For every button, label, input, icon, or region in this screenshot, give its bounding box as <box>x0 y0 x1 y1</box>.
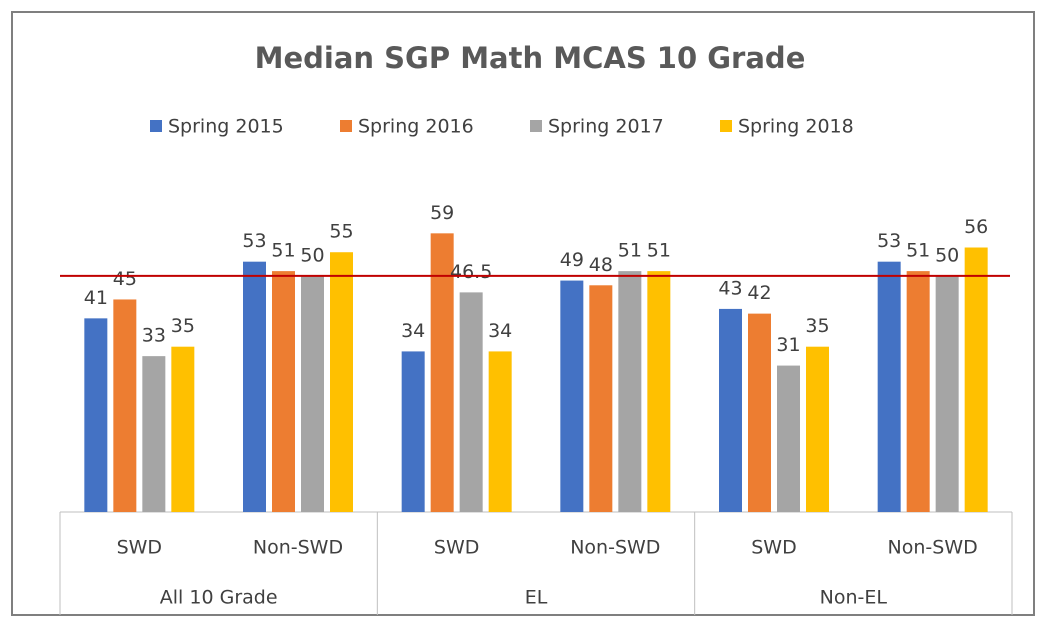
legend-label: Spring 2017 <box>548 116 664 138</box>
data-label: 50 <box>300 244 324 266</box>
bar <box>430 233 454 513</box>
bar <box>459 292 483 512</box>
data-label: 35 <box>171 315 195 337</box>
group-label: All 10 Grade <box>160 587 278 609</box>
legend-swatch <box>150 120 162 132</box>
bar <box>935 275 959 512</box>
legend-swatch <box>530 120 542 132</box>
group-label: Non-EL <box>820 587 888 609</box>
data-label: 50 <box>935 244 959 266</box>
data-label: 35 <box>805 315 829 337</box>
bar <box>84 318 108 512</box>
data-label: 55 <box>329 221 353 243</box>
data-label: 51 <box>906 240 930 262</box>
data-label: 34 <box>488 320 512 342</box>
bar <box>488 351 512 512</box>
data-label: 51 <box>271 240 295 262</box>
legend-swatch <box>720 120 732 132</box>
data-label: 33 <box>142 325 166 347</box>
data-label: 59 <box>430 202 454 224</box>
bar <box>719 308 742 512</box>
data-label: 53 <box>877 230 901 252</box>
chart-frame <box>11 11 1035 616</box>
x-tick-label: Non-SWD <box>888 537 978 559</box>
data-label: 43 <box>718 277 742 299</box>
bar <box>964 247 988 512</box>
bar <box>113 299 137 512</box>
bar <box>330 252 353 512</box>
bar <box>806 346 829 512</box>
legend-label: Spring 2016 <box>358 116 474 138</box>
x-tick-label: SWD <box>434 537 479 559</box>
bar <box>589 285 613 512</box>
bar <box>647 271 671 512</box>
data-label: 42 <box>747 282 771 304</box>
data-label: 49 <box>560 249 584 271</box>
bar <box>272 271 295 512</box>
data-label: 53 <box>242 230 266 252</box>
data-label: 34 <box>401 320 425 342</box>
data-label: 31 <box>776 334 800 356</box>
x-tick-label: Non-SWD <box>253 537 343 559</box>
bar <box>618 271 642 512</box>
x-tick-label: Non-SWD <box>570 537 660 559</box>
bar <box>171 346 195 512</box>
data-label: 56 <box>964 216 988 238</box>
bar <box>877 261 901 512</box>
legend-label: Spring 2018 <box>738 116 854 138</box>
bar <box>301 275 324 512</box>
bar <box>777 365 800 512</box>
x-tick-label: SWD <box>117 537 162 559</box>
data-label: 41 <box>84 287 108 309</box>
data-label: 51 <box>618 240 642 262</box>
data-label: 46.5 <box>450 261 492 283</box>
bar <box>401 351 425 512</box>
bar <box>243 261 266 512</box>
group-label: EL <box>525 587 548 609</box>
bar <box>748 313 771 512</box>
data-label: 51 <box>647 240 671 262</box>
legend-swatch <box>340 120 352 132</box>
bar <box>560 280 584 512</box>
data-label: 48 <box>589 254 613 276</box>
bar <box>142 356 166 512</box>
bar <box>906 271 930 512</box>
x-tick-label: SWD <box>751 537 796 559</box>
legend-label: Spring 2015 <box>168 116 284 138</box>
data-label: 45 <box>113 268 137 290</box>
chart-title: Median SGP Math MCAS 10 Grade <box>255 41 806 75</box>
